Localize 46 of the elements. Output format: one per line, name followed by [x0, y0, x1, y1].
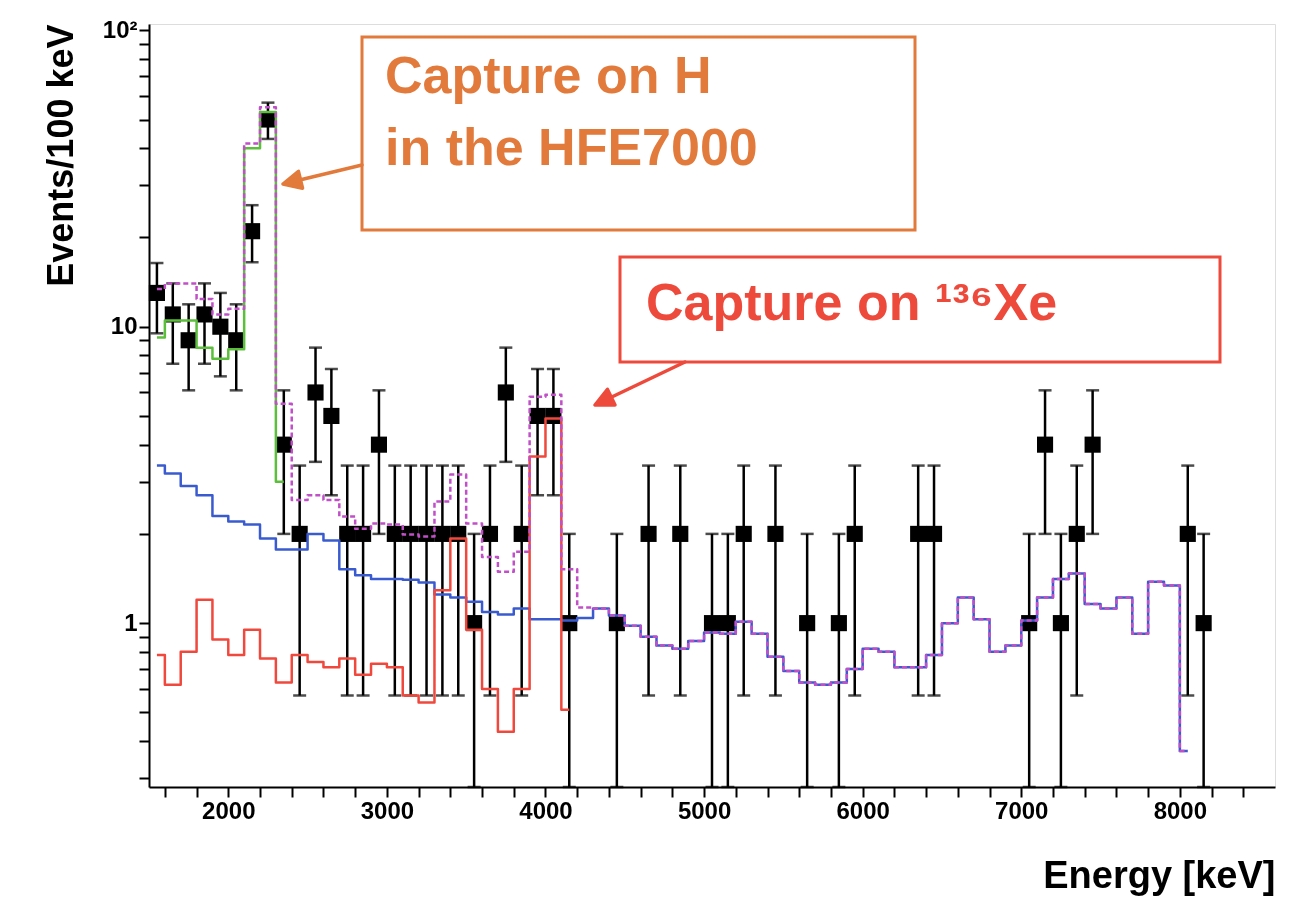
- x-axis-title: Energy [keV]: [1043, 853, 1276, 896]
- point: [925, 525, 943, 542]
- point: [212, 318, 229, 335]
- y-tick-label: 10²: [102, 15, 138, 43]
- point: [719, 615, 736, 632]
- point: [481, 525, 499, 542]
- point: [1036, 436, 1054, 453]
- point: [640, 525, 657, 542]
- point: [735, 525, 752, 542]
- point: [497, 384, 514, 401]
- point: [228, 332, 245, 349]
- point: [1084, 436, 1101, 453]
- x-tick-label: 4000: [519, 796, 573, 824]
- x-tick-label: 8000: [1153, 796, 1208, 824]
- point: [355, 525, 372, 542]
- x-tick-label: 6000: [836, 796, 890, 824]
- point: [1179, 525, 1196, 542]
- point: [672, 525, 689, 542]
- point: [767, 525, 784, 542]
- point: [1052, 615, 1069, 632]
- point: [291, 525, 308, 542]
- x-tick-label: 3000: [360, 796, 415, 824]
- point: [1195, 615, 1212, 632]
- x-tick-label: 2000: [202, 796, 256, 824]
- point: [830, 615, 847, 632]
- point: [196, 306, 213, 323]
- point: [434, 525, 451, 542]
- point: [148, 284, 165, 301]
- x-tick-label: 5000: [677, 796, 732, 824]
- point: [799, 615, 816, 632]
- point: [1068, 525, 1085, 542]
- point: [339, 525, 356, 542]
- point: [307, 384, 324, 401]
- point: [910, 525, 927, 542]
- y-tick-label: 10: [110, 312, 138, 340]
- point: [846, 525, 863, 542]
- point: [370, 436, 388, 453]
- y-tick-label: 1: [124, 608, 138, 636]
- point: [323, 407, 340, 424]
- point: [703, 615, 721, 632]
- annotation: Capture on ¹³⁶Xe: [646, 273, 1058, 331]
- point: [244, 223, 261, 240]
- x-tick-label: 7000: [995, 796, 1049, 824]
- annotation: Capture on H in the HFE7000: [385, 46, 758, 176]
- point: [386, 525, 403, 542]
- y-axis-title: Events/100 keV: [39, 24, 81, 287]
